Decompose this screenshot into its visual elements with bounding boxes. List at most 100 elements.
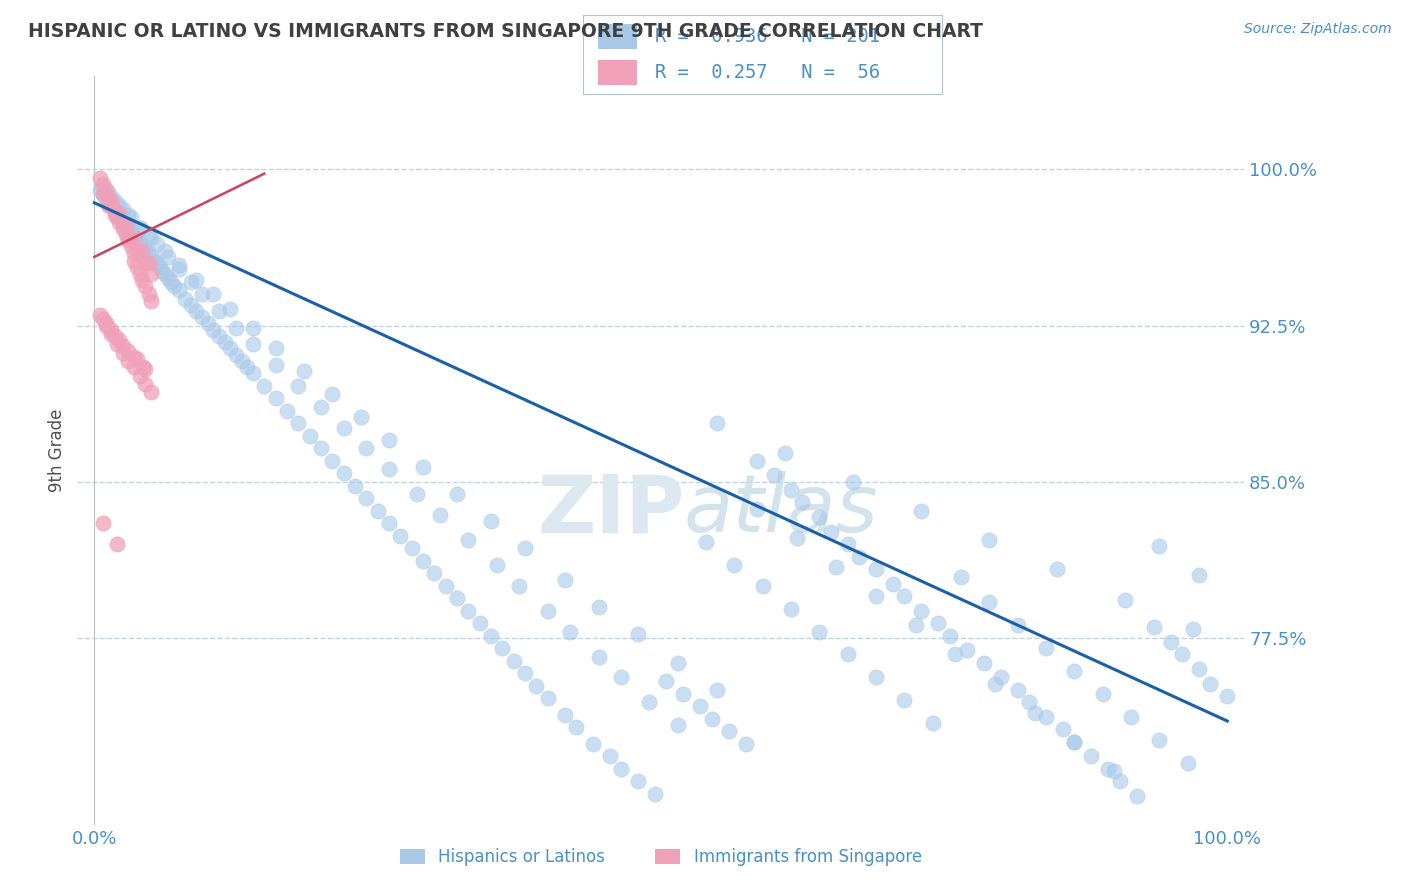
Point: [1035, 641, 1057, 656]
Point: [108, 206, 131, 220]
Point: [111, 345, 134, 359]
Point: [610, 762, 633, 776]
Point: [89, 183, 111, 197]
Point: [117, 233, 139, 247]
Point: [292, 364, 315, 378]
Point: [865, 670, 887, 684]
Point: [117, 231, 139, 245]
Point: [97, 189, 120, 203]
Point: [808, 510, 831, 524]
Point: [138, 256, 160, 270]
Point: [666, 718, 689, 732]
Text: atlas: atlas: [685, 471, 879, 549]
Point: [700, 712, 723, 726]
Point: [321, 454, 343, 468]
Point: [115, 219, 138, 233]
Point: [122, 350, 145, 364]
Point: [627, 626, 650, 640]
Point: [120, 211, 142, 225]
Point: [524, 679, 547, 693]
Point: [97, 195, 120, 210]
Point: [554, 707, 576, 722]
Point: [115, 219, 138, 233]
Point: [1052, 723, 1074, 737]
Legend: Hispanics or Latinos, Immigrants from Singapore: Hispanics or Latinos, Immigrants from Si…: [394, 842, 928, 873]
Point: [1007, 618, 1029, 632]
Point: [1143, 620, 1166, 634]
Point: [1119, 710, 1142, 724]
Point: [378, 516, 401, 531]
Point: [156, 270, 179, 285]
Point: [208, 329, 231, 343]
Point: [695, 535, 717, 549]
Point: [104, 204, 127, 219]
Point: [780, 483, 803, 497]
Point: [837, 648, 859, 662]
Point: [128, 368, 150, 383]
Point: [599, 749, 621, 764]
Point: [197, 317, 219, 331]
Point: [502, 654, 524, 668]
Point: [1171, 648, 1194, 662]
Point: [139, 267, 162, 281]
Point: [513, 541, 536, 556]
Point: [309, 400, 332, 414]
Point: [865, 589, 887, 603]
Point: [94, 183, 117, 197]
Point: [202, 287, 225, 301]
Point: [264, 392, 287, 406]
Point: [111, 214, 134, 228]
Point: [100, 195, 122, 210]
Point: [1097, 762, 1119, 776]
Point: [1024, 706, 1046, 720]
Point: [128, 267, 150, 281]
Point: [950, 570, 973, 584]
Point: [1199, 676, 1222, 690]
Point: [93, 177, 115, 191]
Point: [153, 244, 176, 258]
Point: [117, 343, 139, 358]
Point: [225, 348, 247, 362]
Y-axis label: 9th Grade: 9th Grade: [48, 409, 66, 492]
Point: [264, 342, 287, 356]
Point: [734, 737, 756, 751]
Point: [139, 385, 162, 400]
Point: [93, 312, 115, 326]
Point: [156, 250, 179, 264]
Point: [122, 254, 145, 268]
Point: [100, 200, 122, 214]
Point: [1018, 695, 1040, 709]
Point: [93, 516, 115, 531]
Point: [780, 601, 803, 615]
Point: [180, 275, 202, 289]
Point: [132, 360, 155, 375]
Point: [332, 467, 354, 481]
Point: [956, 643, 979, 657]
Point: [921, 716, 943, 731]
Point: [1114, 593, 1136, 607]
Point: [111, 339, 134, 353]
Point: [122, 231, 145, 245]
Point: [127, 351, 149, 366]
Point: [127, 260, 149, 275]
Point: [117, 354, 139, 368]
Point: [423, 566, 446, 581]
Point: [276, 404, 298, 418]
Point: [638, 695, 661, 709]
Point: [536, 691, 558, 706]
Point: [446, 591, 468, 606]
Point: [1125, 789, 1147, 803]
Point: [128, 220, 150, 235]
Point: [89, 308, 111, 322]
Point: [93, 187, 115, 202]
Point: [479, 629, 502, 643]
Point: [131, 239, 153, 253]
Point: [536, 604, 558, 618]
Point: [231, 354, 253, 368]
Point: [142, 254, 165, 268]
Point: [89, 170, 111, 185]
Point: [111, 220, 134, 235]
Point: [91, 179, 114, 194]
Point: [287, 379, 309, 393]
Point: [378, 433, 401, 447]
